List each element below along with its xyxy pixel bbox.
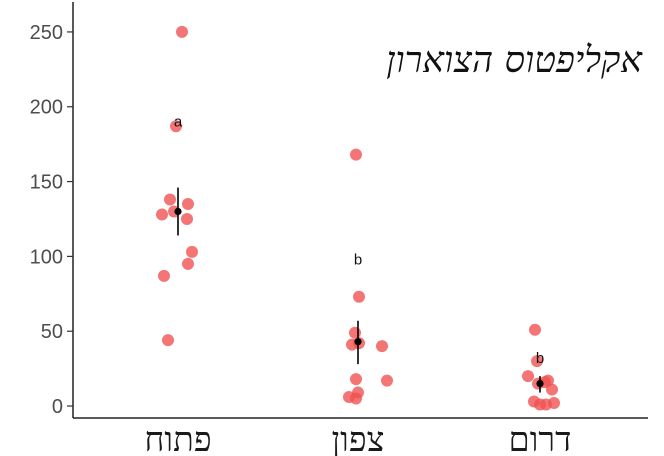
data-point xyxy=(186,245,198,258)
chart-title: אקליפטוס הצוארון xyxy=(386,40,643,81)
data-point xyxy=(156,208,168,221)
x-category-label: פתוח xyxy=(144,420,211,456)
data-point xyxy=(540,398,552,411)
data-point xyxy=(181,212,193,225)
significance-letters: a b b xyxy=(174,114,544,367)
mean-markers xyxy=(174,187,544,393)
data-point xyxy=(376,340,388,353)
data-point xyxy=(182,198,194,211)
y-tick-label: 0 xyxy=(52,396,63,418)
data-point xyxy=(350,392,362,405)
y-tick-label: 150 xyxy=(30,172,63,194)
data-points xyxy=(156,25,560,411)
data-point xyxy=(349,326,361,339)
mean-point xyxy=(536,379,544,388)
data-point xyxy=(350,148,362,161)
y-tick-label: 50 xyxy=(41,321,63,343)
y-ticks: 0 50 100 150 200 250 xyxy=(30,22,73,418)
data-point xyxy=(522,370,534,383)
x-category-labels: פתוח צפון דרום xyxy=(144,420,571,456)
y-tick-label: 100 xyxy=(30,246,63,268)
mean-point xyxy=(174,207,182,216)
data-point xyxy=(170,120,182,133)
significance-letter: b xyxy=(354,251,362,268)
data-point xyxy=(546,383,558,396)
data-point xyxy=(350,373,362,386)
mean-point xyxy=(354,338,362,346)
significance-letter: b xyxy=(536,350,544,367)
data-point xyxy=(381,374,393,387)
y-tick-label: 250 xyxy=(30,22,63,44)
axes xyxy=(72,2,648,419)
x-category-label: דרום xyxy=(509,420,572,456)
y-tick-label: 200 xyxy=(30,97,63,119)
data-point xyxy=(182,257,194,270)
data-point xyxy=(158,269,170,282)
data-point xyxy=(529,323,541,336)
significance-letter: a xyxy=(174,114,183,131)
data-point xyxy=(162,334,174,347)
data-point xyxy=(164,193,176,206)
data-point xyxy=(176,25,188,38)
x-category-label: צפון xyxy=(332,420,385,456)
data-point xyxy=(531,355,543,368)
data-point xyxy=(353,290,365,303)
